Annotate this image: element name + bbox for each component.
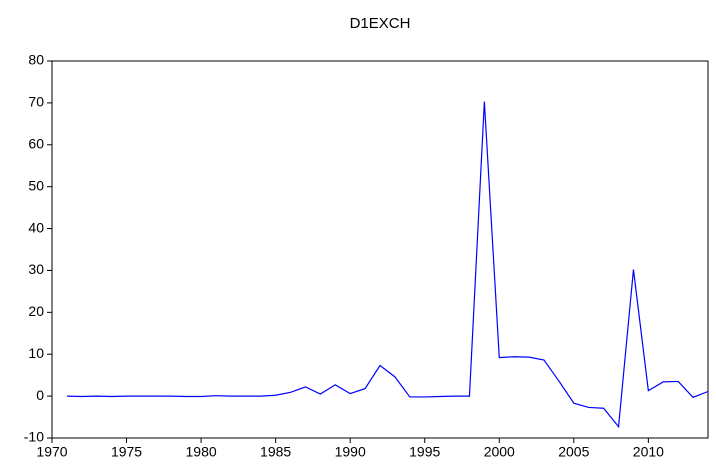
x-tick-label: 1985 xyxy=(260,444,291,460)
y-tick-label: 10 xyxy=(28,345,44,361)
data-line xyxy=(66,101,709,429)
y-tick-label: 70 xyxy=(28,94,44,110)
x-tick-label: 2005 xyxy=(558,444,589,460)
y-tick-label: 60 xyxy=(28,135,44,151)
x-tick-label: 2000 xyxy=(484,444,515,460)
plot-frame xyxy=(51,60,709,439)
x-tick-label: 1995 xyxy=(409,444,440,460)
chart-title: D1EXCH xyxy=(350,15,411,32)
x-tick-label: 1975 xyxy=(111,444,142,460)
y-tick-label: 50 xyxy=(28,177,44,193)
x-tick-label: 1990 xyxy=(335,444,366,460)
y-tick-label: 0 xyxy=(36,387,44,403)
y-tick-label: 20 xyxy=(28,303,44,319)
x-tick-label: 2010 xyxy=(633,444,664,460)
x-tick-label: 1970 xyxy=(36,444,67,460)
y-tick-label: -10 xyxy=(24,429,44,445)
x-tick-label: 1980 xyxy=(186,444,217,460)
y-tick-label: 80 xyxy=(28,52,44,68)
y-tick-label: 40 xyxy=(28,219,44,235)
y-tick-label: 30 xyxy=(28,261,44,277)
